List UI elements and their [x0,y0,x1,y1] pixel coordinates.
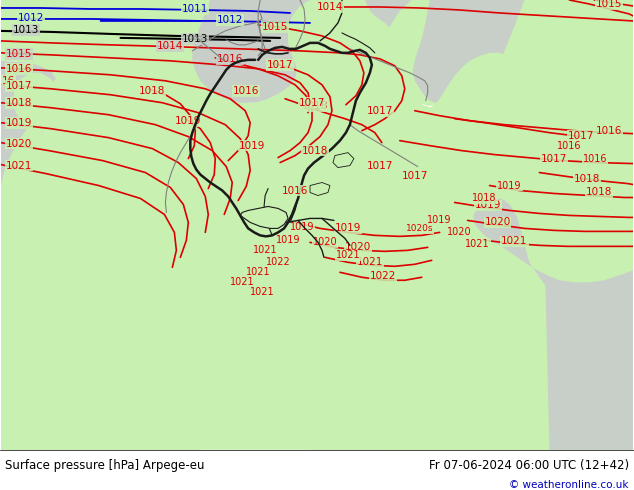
Text: Surface pressure [hPa] Arpege-eu: Surface pressure [hPa] Arpege-eu [5,459,205,471]
Polygon shape [413,0,633,103]
Text: 1015: 1015 [6,49,32,59]
Polygon shape [340,0,633,113]
Text: 1019: 1019 [335,223,361,233]
Text: © weatheronline.co.uk: © weatheronline.co.uk [510,480,629,490]
Text: 1019: 1019 [239,141,266,150]
Text: 1021: 1021 [230,277,254,287]
Text: 1017: 1017 [541,153,567,164]
Text: 1015: 1015 [596,0,623,9]
Text: 1021: 1021 [250,287,275,297]
Text: 1014: 1014 [317,2,343,12]
Text: 1022: 1022 [266,257,290,268]
Text: 1019: 1019 [474,200,501,211]
Text: 1018: 1018 [6,98,32,108]
Polygon shape [390,46,633,450]
Text: 1012: 1012 [217,15,243,25]
Text: 1018: 1018 [139,86,165,96]
Text: 1012: 1012 [18,13,44,23]
Text: 1016: 1016 [282,186,308,196]
Text: 1019: 1019 [290,222,314,232]
Text: 1016: 1016 [583,153,607,164]
Polygon shape [1,0,633,133]
Polygon shape [1,61,61,191]
Text: 1018: 1018 [472,194,497,203]
Polygon shape [1,96,200,450]
Text: 1021: 1021 [246,267,271,277]
Text: 1020s: 1020s [406,224,434,233]
Text: 1016: 1016 [233,86,259,96]
Text: 1016: 1016 [217,54,243,64]
Text: 1017: 1017 [299,98,325,108]
Text: 1013: 1013 [13,25,39,35]
Text: 1018: 1018 [574,173,600,184]
Text: 1018: 1018 [586,188,612,197]
Text: 1019: 1019 [497,180,522,191]
Text: 1016: 1016 [557,141,581,150]
Text: 1020: 1020 [6,139,32,148]
Text: 1021: 1021 [6,161,32,171]
Text: 1016: 1016 [596,125,623,136]
Text: Fr 07-06-2024 06:00 UTC (12+42): Fr 07-06-2024 06:00 UTC (12+42) [429,459,629,471]
Text: 1022: 1022 [370,271,396,281]
Polygon shape [295,210,633,450]
Text: 1021: 1021 [357,257,383,268]
Text: 1014: 1014 [157,41,184,51]
Polygon shape [49,66,115,133]
Polygon shape [328,0,372,106]
Text: 1013: 1013 [182,34,209,44]
Text: 1011: 1011 [182,4,209,14]
Text: 1021: 1021 [501,236,527,246]
Text: 1021: 1021 [335,250,360,260]
Text: 1021: 1021 [253,245,278,255]
Text: 1019: 1019 [6,118,32,128]
Text: 1020: 1020 [448,227,472,237]
Text: 1019: 1019 [175,116,202,125]
Polygon shape [474,198,633,450]
Text: 1015: 1015 [262,22,288,32]
Text: 1020: 1020 [313,237,337,247]
Polygon shape [13,73,61,133]
Text: 1017: 1017 [366,161,393,171]
Polygon shape [333,152,354,168]
Text: 16: 16 [2,76,15,86]
Text: 1017: 1017 [568,131,595,141]
Text: 1016: 1016 [6,64,32,74]
Polygon shape [240,206,288,228]
Text: 1019: 1019 [276,235,301,245]
Polygon shape [501,0,633,106]
Text: 1017: 1017 [366,106,393,116]
Text: 1018: 1018 [302,101,328,111]
Text: 1017: 1017 [267,60,294,70]
Polygon shape [310,182,330,196]
Text: 1018: 1018 [302,146,328,156]
Text: 1021: 1021 [465,239,490,249]
Text: 1020: 1020 [345,243,371,252]
Text: 1017: 1017 [6,81,32,91]
Polygon shape [275,71,348,103]
Text: 1020: 1020 [484,218,510,227]
Text: 1019: 1019 [427,216,452,225]
Text: 1017: 1017 [401,171,428,180]
Polygon shape [1,0,633,450]
Polygon shape [1,0,61,186]
